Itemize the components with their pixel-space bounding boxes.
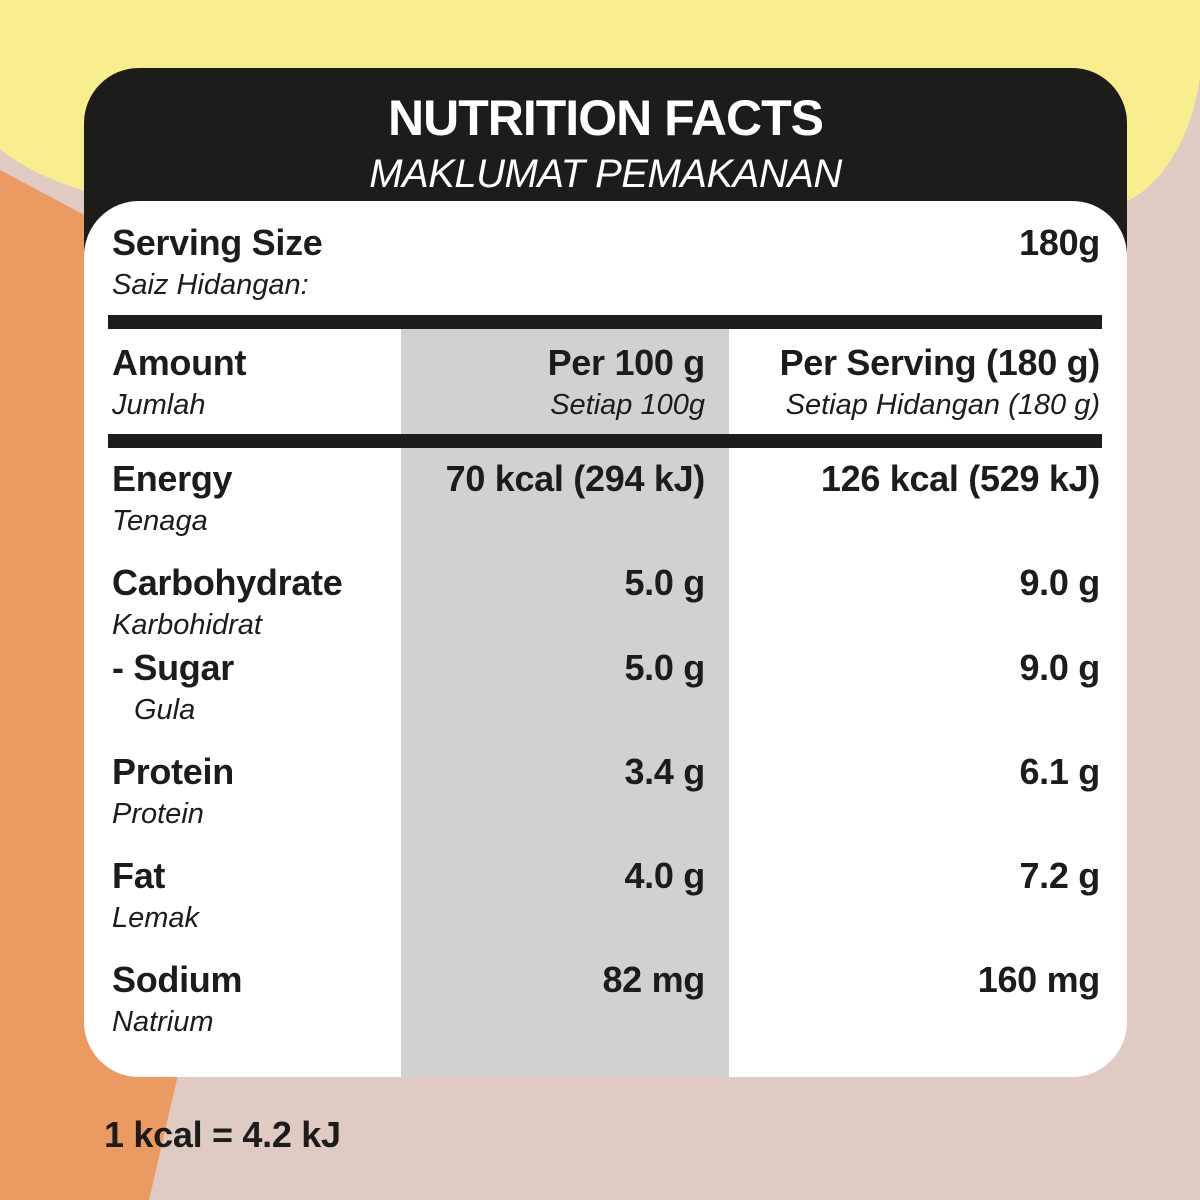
value-per-100g: 70 kcal (294 kJ) (445, 458, 706, 499)
per-100g-header-block: Per 100 g Setiap 100g (401, 342, 706, 423)
value-per-100g: 82 mg (602, 959, 705, 1000)
nutrient-sublabel: Tenaga (112, 505, 208, 537)
per-serving-header: Per Serving (180 g) (779, 342, 1101, 383)
nutrient-label: - Sugar (112, 647, 234, 688)
nutrient-label: Carbohydrate (112, 562, 343, 603)
amount-header: Amount (112, 342, 247, 383)
label-subtitle: MAKLUMAT PEMAKANAN (369, 152, 842, 196)
nutrient-sublabel: Natrium (112, 1006, 214, 1038)
nutrient-label: Fat (112, 855, 166, 896)
divider-top (108, 315, 1102, 329)
value-per-100g: 5.0 g (624, 647, 705, 688)
nutrient-sublabel: Lemak (112, 902, 200, 934)
per-serving-header-sub: Setiap Hidangan (180 g) (785, 389, 1100, 421)
serving-size-label-block: Serving Size Saiz Hidangan: (112, 222, 323, 303)
nutrient-label: Sodium (112, 959, 243, 1000)
per-100g-header-sub: Setiap 100g (550, 389, 705, 421)
value-per-100g: 4.0 g (624, 855, 705, 896)
amount-header-sub: Jumlah (112, 389, 206, 421)
label-body-panel: Serving Size Saiz Hidangan: 180g Amount … (84, 201, 1127, 1077)
value-per-serving: 7.2 g (1019, 855, 1100, 896)
value-per-100g: 5.0 g (624, 562, 705, 603)
value-per-serving: 9.0 g (1019, 562, 1100, 603)
value-per-serving: 9.0 g (1019, 647, 1100, 688)
label-title: NUTRITION FACTS (388, 90, 824, 146)
nutrition-label-card: NUTRITION FACTS MAKLUMAT PEMAKANAN Servi… (84, 68, 1127, 1077)
per-100g-column-highlight (401, 329, 729, 1077)
nutrient-sublabel: Gula (134, 694, 196, 726)
value-per-serving: 6.1 g (1019, 751, 1100, 792)
value-per-serving: 160 mg (977, 959, 1101, 1000)
kcal-conversion-note: 1 kcal = 4.2 kJ (104, 1114, 341, 1155)
serving-size-value: 180g (1019, 222, 1100, 263)
serving-size-value-block: 180g (1019, 222, 1100, 264)
nutrient-sublabel: Karbohidrat (112, 609, 262, 641)
per-serving-header-block: Per Serving (180 g) Setiap Hidangan (180… (779, 342, 1101, 423)
value-per-100g: 3.4 g (624, 751, 705, 792)
nutrient-label: Energy (112, 458, 233, 499)
nutrient-label: Protein (112, 751, 234, 792)
value-per-serving: 126 kcal (529 kJ) (820, 458, 1100, 499)
nutrient-sublabel: Protein (112, 798, 204, 830)
amount-header-block: Amount Jumlah (112, 342, 246, 423)
serving-size-label: Serving Size (112, 222, 323, 263)
divider-bottom (108, 434, 1102, 448)
per-100g-header: Per 100 g (547, 342, 706, 383)
serving-size-sublabel: Saiz Hidangan: (112, 269, 309, 301)
